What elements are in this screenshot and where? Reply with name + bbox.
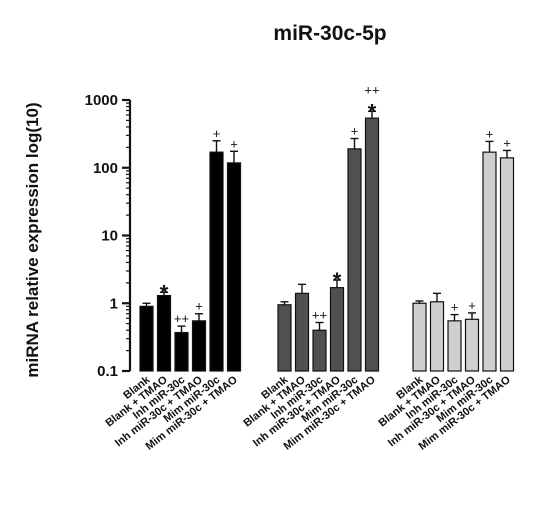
significance-star: *	[160, 280, 169, 305]
bar	[226, 162, 242, 372]
bars: *+++++++*+*+++ +++	[139, 82, 515, 372]
y-tick-label: 0.1	[97, 363, 118, 380]
bar	[294, 292, 310, 372]
bar	[429, 301, 445, 372]
significance-plus: +	[351, 124, 359, 139]
bar	[209, 151, 224, 372]
y-tick-label: 10	[101, 228, 118, 245]
bar	[412, 302, 427, 372]
significance-plus: +	[468, 298, 476, 313]
bar	[364, 117, 380, 372]
bar	[482, 151, 497, 372]
bar	[447, 320, 462, 372]
bar	[464, 318, 480, 372]
significance-plus: +	[451, 300, 459, 315]
bar	[277, 304, 292, 372]
significance-plus: +	[503, 135, 511, 150]
bar	[312, 329, 327, 372]
bar	[347, 148, 362, 372]
significance-plus: ++	[364, 82, 379, 97]
significance-star: *	[333, 268, 342, 293]
bar	[499, 157, 515, 372]
bar	[174, 331, 189, 372]
significance-plus: +	[213, 126, 221, 141]
significance-star: *	[368, 99, 377, 124]
chart-title: miR-30c-5p	[273, 22, 386, 45]
y-axis: 0.1 1 10 100 1000	[85, 92, 132, 380]
significance-plus: +	[230, 136, 238, 151]
significance-plus: +	[486, 126, 494, 141]
y-tick-label: 1	[110, 295, 118, 312]
y-tick-label: 1000	[85, 92, 118, 109]
bar	[156, 294, 172, 372]
y-axis-label: miRNA relative expression log(10)	[23, 102, 42, 377]
significance-plus: ++	[174, 311, 189, 326]
bar	[329, 287, 345, 372]
y-tick-label: 100	[93, 160, 118, 177]
significance-plus: ++	[312, 307, 327, 322]
significance-plus: +	[195, 299, 203, 314]
bar	[139, 305, 154, 372]
bar	[191, 320, 207, 372]
